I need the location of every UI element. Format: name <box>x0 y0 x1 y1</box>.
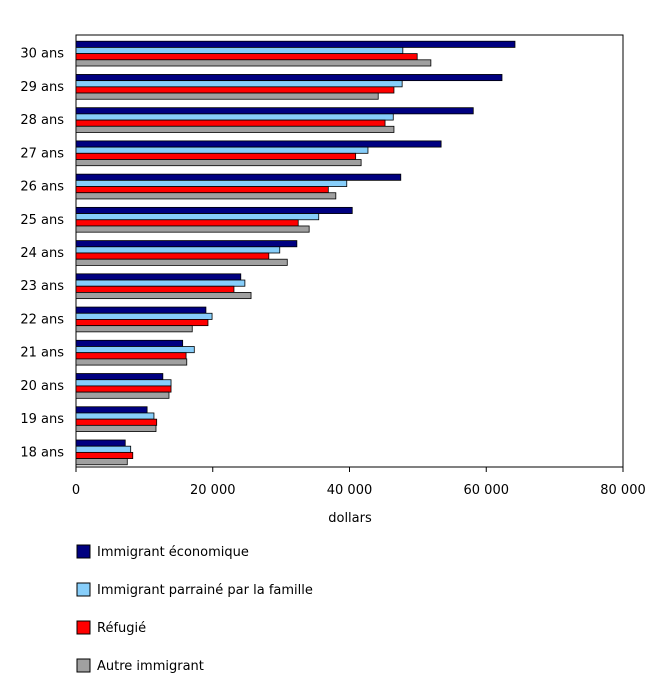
bar-23-ans-series-3 <box>75 292 252 300</box>
y-tick-label: 29 ans <box>20 80 64 95</box>
bar-28-ans-series-2 <box>75 119 386 127</box>
bar-22-ans-series-2 <box>75 319 209 327</box>
x-axis-label: dollars <box>328 511 372 526</box>
bar-30-ans-series-3 <box>75 59 432 67</box>
bar-30-ans-series-2 <box>75 53 418 61</box>
bar-25-ans-series-3 <box>75 225 310 233</box>
bar-23-ans-series-0 <box>75 273 242 281</box>
bar-26-ans-series-0 <box>75 173 402 181</box>
bar-25-ans-series-0 <box>75 206 353 214</box>
bar-18-ans-series-2 <box>75 451 134 459</box>
bar-29-ans-series-1 <box>75 80 403 88</box>
bar-18-ans-series-1 <box>75 445 132 453</box>
bar-19-ans-series-3 <box>75 424 157 432</box>
bar-24-ans-series-2 <box>75 252 270 260</box>
bar-27-ans-series-3 <box>75 159 362 167</box>
bar-22-ans-series-1 <box>75 312 213 320</box>
x-tick-label: 40 000 <box>327 483 373 498</box>
y-tick-label: 23 ans <box>20 279 64 294</box>
bar-28-ans-series-3 <box>75 125 395 133</box>
y-tick-label: 22 ans <box>20 312 64 327</box>
y-tick-label: 30 ans <box>20 47 64 62</box>
x-tick-label: 60 000 <box>464 483 510 498</box>
bar-28-ans-series-1 <box>75 113 394 121</box>
y-tick-label: 24 ans <box>20 246 64 261</box>
legend-swatch <box>76 620 91 635</box>
bar-20-ans-series-0 <box>75 373 164 381</box>
y-tick-label: 28 ans <box>20 113 64 128</box>
bar-25-ans-series-1 <box>75 213 320 221</box>
bar-18-ans-series-3 <box>75 458 128 466</box>
bar-21-ans-series-1 <box>75 346 195 354</box>
x-tick-label: 20 000 <box>190 483 236 498</box>
bar-20-ans-series-1 <box>75 379 172 387</box>
bar-22-ans-series-3 <box>75 325 193 333</box>
bar-22-ans-series-0 <box>75 306 207 314</box>
legend-label: Immigrant parrainé par la famille <box>97 583 313 598</box>
bar-21-ans-series-2 <box>75 352 187 360</box>
bar-26-ans-series-3 <box>75 192 337 200</box>
bar-27-ans-series-2 <box>75 152 357 160</box>
bar-20-ans-series-3 <box>75 391 170 399</box>
y-tick-label: 25 ans <box>20 213 64 228</box>
bar-23-ans-series-1 <box>75 279 246 287</box>
y-tick-label: 26 ans <box>20 180 64 195</box>
bar-20-ans-series-2 <box>75 385 172 393</box>
bar-30-ans-series-1 <box>75 47 404 55</box>
bar-28-ans-series-0 <box>75 107 474 115</box>
legend-label: Immigrant économique <box>97 545 249 560</box>
x-tick-label: 80 000 <box>600 483 646 498</box>
bar-29-ans-series-2 <box>75 86 395 94</box>
bar-19-ans-series-1 <box>75 412 155 420</box>
legend-label: Réfugié <box>97 621 146 636</box>
bar-24-ans-series-0 <box>75 240 298 248</box>
legend-label: Autre immigrant <box>97 659 204 674</box>
bar-18-ans-series-0 <box>75 439 126 447</box>
bar-24-ans-series-1 <box>75 246 281 254</box>
x-tick-label: 0 <box>72 483 80 498</box>
legend-swatch <box>76 544 91 559</box>
legend-swatch <box>76 582 91 597</box>
bar-29-ans-series-3 <box>75 92 379 100</box>
y-tick-label: 20 ans <box>20 379 64 394</box>
bar-27-ans-series-0 <box>75 140 442 148</box>
bar-26-ans-series-2 <box>75 186 329 194</box>
y-tick-label: 27 ans <box>20 146 64 161</box>
bar-29-ans-series-0 <box>75 74 503 82</box>
legend-swatch <box>76 658 91 673</box>
bar-21-ans-series-0 <box>75 339 184 347</box>
bar-23-ans-series-2 <box>75 285 235 293</box>
y-tick-label: 19 ans <box>20 412 64 427</box>
bar-24-ans-series-3 <box>75 258 288 266</box>
bar-21-ans-series-3 <box>75 358 188 366</box>
bar-27-ans-series-1 <box>75 146 369 154</box>
bar-19-ans-series-0 <box>75 406 148 414</box>
bar-30-ans-series-0 <box>75 40 516 48</box>
bar-19-ans-series-2 <box>75 418 158 426</box>
y-tick-label: 18 ans <box>20 445 64 460</box>
bar-25-ans-series-2 <box>75 219 299 227</box>
y-tick-label: 21 ans <box>20 346 64 361</box>
bar-26-ans-series-1 <box>75 179 348 187</box>
